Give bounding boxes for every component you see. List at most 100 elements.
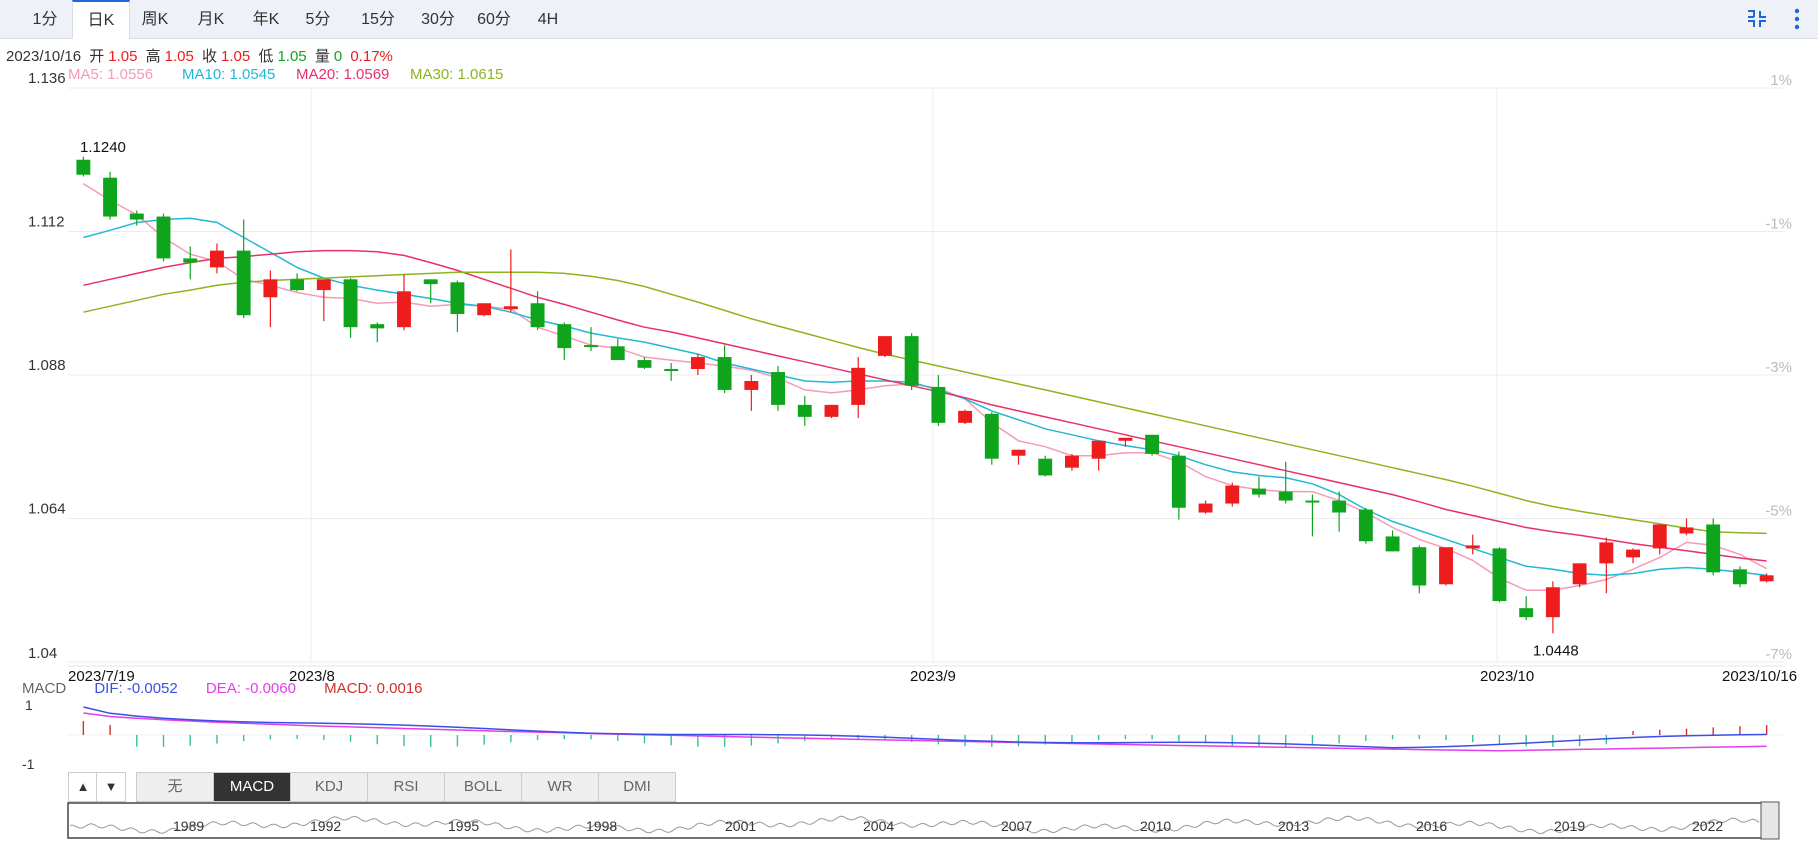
indicator-tab-1[interactable]: MACD [214,773,291,801]
more-vertical-icon[interactable] [1784,5,1810,33]
tab-1[interactable]: 日K [72,0,130,39]
candle-body [1225,485,1240,504]
macd-axis-label: 1 [25,697,33,713]
candle-body [1065,455,1079,468]
candle-body [1465,545,1480,549]
dea-line [83,712,1767,752]
candle-body [1198,503,1213,513]
collapse-icon[interactable] [1744,5,1770,33]
open-label: 开 [89,48,105,65]
ma5-legend: MA5: 1.0556 [68,66,154,83]
navigator-year-label: 2019 [1554,818,1585,834]
candle-body [1679,527,1694,534]
candle-body [931,386,946,423]
candle-body [797,404,812,417]
candle-body [1652,524,1667,549]
tab-8[interactable]: 60分 [477,11,511,28]
candle-body [771,372,785,405]
candle-body [503,306,518,310]
macd-title: MACD [22,680,67,697]
low-value: 1.05 [277,48,307,65]
candle-body [1171,455,1186,508]
candle-body [450,282,465,315]
tab-2[interactable]: 周K [141,11,169,28]
candle-body [824,404,839,417]
pct-axis-label: 1% [1770,72,1792,89]
candle-body [1145,434,1160,454]
candle-body [744,380,759,390]
navigator-year-label: 2022 [1692,818,1723,834]
candle-body [477,303,492,316]
indicator-tab-4[interactable]: BOLL [445,773,522,801]
date-axis-label: 2023/7/19 [68,668,135,685]
dif-line [83,706,1767,749]
indicator-tab-5[interactable]: WR [522,773,599,801]
navigator-year-label: 2001 [725,818,756,834]
tab-3[interactable]: 月K [197,11,225,28]
tab-6[interactable]: 15分 [361,11,395,28]
candle-body [1439,547,1453,585]
candle-body [397,291,411,328]
pct-axis-label: -3% [1765,359,1792,376]
candle-body [236,250,251,316]
date-axis-label: 2023/10/16 [1722,668,1797,685]
tab-9[interactable]: 4H [537,11,559,28]
candle-body [717,357,732,390]
date-axis-label: 2023/9 [910,668,956,685]
navigator-year-label: 2007 [1001,818,1032,834]
candle-body [1091,440,1106,459]
candle-body [851,367,866,405]
period-tabbar: 1分 日K 周K 月K 年K 5分 15分 30分 60分 4H [0,0,1818,39]
indicator-tab-2[interactable]: KDJ [291,773,368,801]
price-axis-label: 1.088 [28,357,66,374]
indicator-tabs: 无 MACD KDJ RSI BOLL WR DMI [136,772,676,802]
open-value: 1.05 [108,48,138,65]
navigator-handle [1760,801,1780,840]
price-axis-label: 1.112 [28,214,64,231]
indicator-tab-0[interactable]: 无 [137,773,214,801]
candle-body [316,279,331,291]
candle-body [584,345,598,348]
tab-5[interactable]: 5分 [305,11,331,28]
navigator-series [70,815,1760,835]
candle-body [557,324,572,349]
indicator-tab-3[interactable]: RSI [368,773,445,801]
navigator-year-label: 2004 [863,818,894,834]
dea-value: DEA: -0.0060 [205,680,296,697]
tab-7[interactable]: 30分 [421,11,455,28]
candle-body [984,413,999,459]
candle-body [904,336,919,386]
scroll-up-button[interactable]: ▲ [68,772,98,802]
candle-body [1519,608,1534,618]
candle-body [1278,491,1293,501]
dif-value: DIF: -0.0052 [94,680,178,697]
volume-value: 0 [333,48,343,65]
ma30-line [83,271,1767,535]
candle-body [1626,549,1640,558]
pct-axis-label: -7% [1765,646,1792,663]
candle-body [423,279,438,285]
low-label: 低 [258,48,274,65]
candle-body [1385,536,1400,552]
candle-body [1011,449,1026,456]
candle-body [1412,547,1427,586]
tab-4[interactable]: 年K [252,11,280,28]
high-label: 高 [145,48,161,65]
indicator-tab-6[interactable]: DMI [623,778,651,795]
ma10-line [83,217,1767,577]
candle-body [690,357,705,370]
candle-body [1332,500,1347,513]
candle-body [263,279,278,298]
candle-body [877,336,892,356]
ma20-legend: MA20: 1.0569 [296,66,390,83]
candle-body [1599,542,1614,564]
ma5-line [83,183,1767,591]
candle-body [958,410,973,423]
tab-0[interactable]: 1分 [32,11,58,28]
scroll-down-button[interactable]: ▼ [96,772,126,802]
low-annotation: 1.0448 [1533,642,1579,659]
date-axis-label: 2023/10 [1480,668,1534,685]
high-annotation: 1.1240 [80,139,126,156]
